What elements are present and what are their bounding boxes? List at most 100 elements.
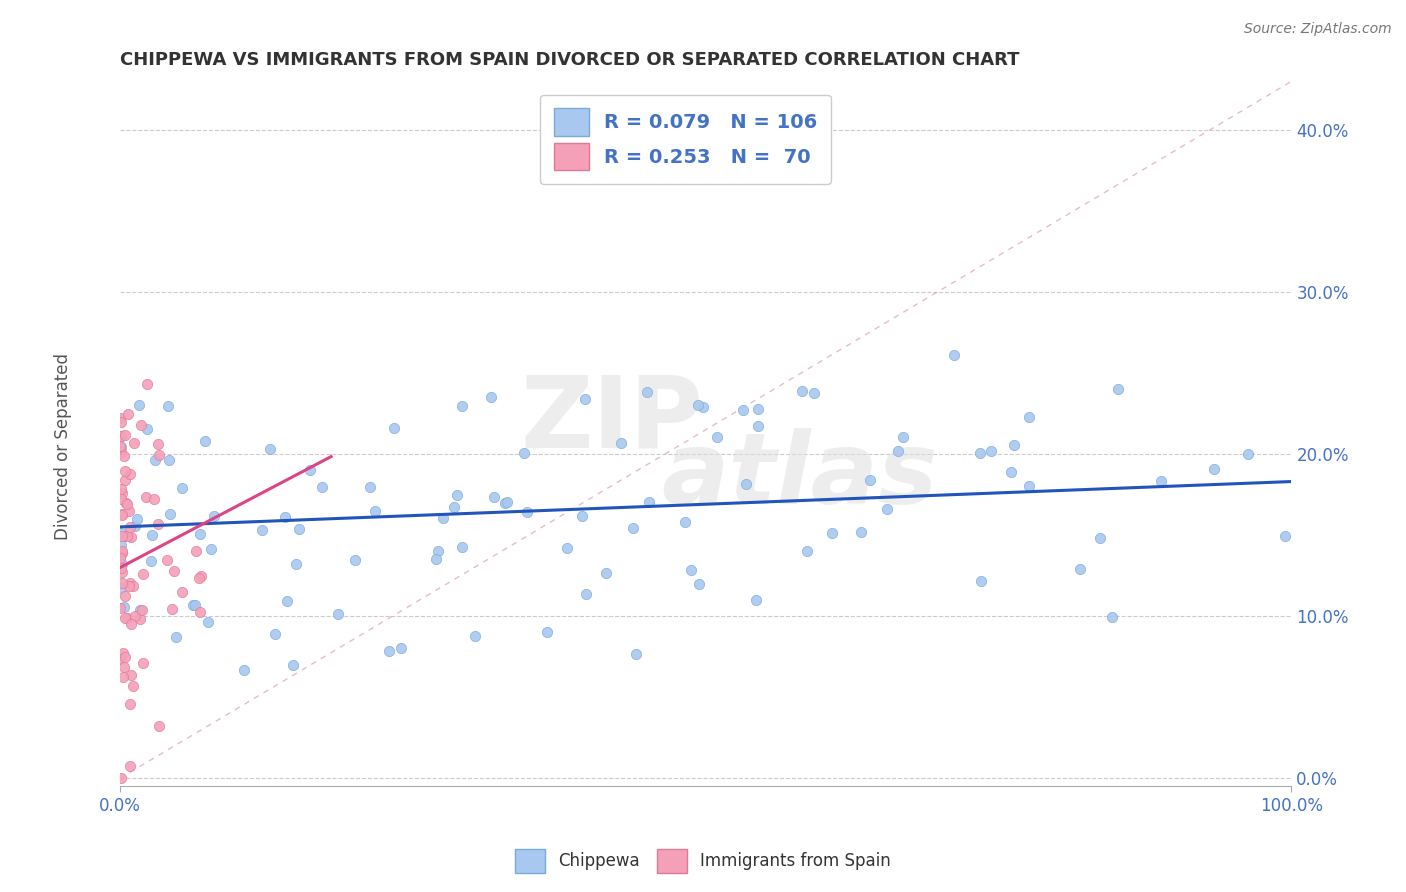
Point	[679, 563, 702, 577]
Point	[111, 566, 134, 580]
Point	[117, 579, 139, 593]
Point	[283, 657, 305, 672]
Point	[157, 452, 180, 467]
Legend: Chippewa, Immigrants from Spain: Chippewa, Immigrants from Spain	[509, 842, 897, 880]
Point	[259, 442, 281, 456]
Point	[432, 510, 454, 524]
Point	[876, 502, 898, 516]
Point	[128, 612, 150, 626]
Point	[1101, 609, 1123, 624]
Point	[571, 509, 593, 524]
Point	[970, 574, 993, 588]
Point	[160, 602, 183, 616]
Point	[384, 420, 406, 434]
Point	[115, 496, 138, 510]
Point	[637, 495, 659, 509]
Point	[555, 541, 578, 556]
Point	[143, 491, 166, 506]
Point	[115, 529, 138, 543]
Point	[311, 479, 333, 493]
Point	[1107, 382, 1129, 396]
Point	[110, 482, 132, 496]
Point	[202, 509, 225, 524]
Point	[163, 564, 186, 578]
Point	[706, 429, 728, 443]
Text: CHIPPEWA VS IMMIGRANTS FROM SPAIN DIVORCED OR SEPARATED CORRELATION CHART: CHIPPEWA VS IMMIGRANTS FROM SPAIN DIVORC…	[121, 51, 1019, 69]
Point	[969, 446, 991, 460]
Point	[494, 496, 516, 510]
Point	[803, 386, 825, 401]
Point	[111, 544, 134, 558]
Point	[136, 376, 159, 391]
Point	[118, 697, 141, 711]
Point	[849, 525, 872, 540]
Point	[110, 415, 132, 429]
Point	[122, 436, 145, 450]
Point	[111, 508, 134, 523]
Point	[110, 428, 132, 442]
Point	[595, 566, 617, 580]
Point	[194, 434, 217, 449]
Point	[110, 439, 132, 453]
Point	[110, 440, 132, 454]
Point	[111, 529, 134, 543]
Point	[121, 579, 143, 593]
Point	[111, 557, 134, 571]
Point	[731, 403, 754, 417]
Point	[111, 508, 134, 522]
Point	[263, 627, 285, 641]
Point	[170, 584, 193, 599]
Point	[446, 488, 468, 502]
Point	[1150, 474, 1173, 488]
Point	[621, 521, 644, 535]
Point	[156, 553, 179, 567]
Point	[181, 598, 204, 612]
Point	[148, 448, 170, 462]
Point	[359, 480, 381, 494]
Point	[1202, 462, 1225, 476]
Point	[451, 399, 474, 413]
Point	[481, 391, 503, 405]
Point	[821, 525, 844, 540]
Point	[495, 495, 517, 509]
Point	[692, 400, 714, 414]
Point	[859, 473, 882, 487]
Point	[425, 552, 447, 566]
Point	[117, 497, 139, 511]
Point	[159, 508, 181, 522]
Point	[114, 428, 136, 442]
Point	[364, 504, 387, 518]
Point	[110, 491, 132, 506]
Point	[120, 575, 142, 590]
Point	[131, 603, 153, 617]
Point	[110, 445, 132, 459]
Point	[184, 599, 207, 613]
Point	[141, 528, 163, 542]
Point	[157, 399, 180, 413]
Point	[250, 523, 273, 537]
Point	[172, 481, 194, 495]
Point	[187, 571, 209, 585]
Text: ZIP: ZIP	[520, 371, 703, 468]
Point	[734, 477, 756, 491]
Point	[636, 384, 658, 399]
Point	[686, 398, 709, 412]
Point	[184, 543, 207, 558]
Point	[574, 392, 596, 407]
Point	[1002, 438, 1025, 452]
Point	[197, 615, 219, 629]
Point	[516, 504, 538, 518]
Point	[110, 652, 132, 666]
Point	[131, 417, 153, 432]
Point	[128, 603, 150, 617]
Point	[125, 512, 148, 526]
Point	[1018, 410, 1040, 425]
Point	[747, 418, 769, 433]
Point	[792, 384, 814, 399]
Point	[110, 411, 132, 425]
Point	[887, 444, 910, 458]
Point	[427, 543, 450, 558]
Point	[112, 450, 135, 464]
Point	[112, 647, 135, 661]
Text: Divorced or Separated: Divorced or Separated	[55, 352, 72, 540]
